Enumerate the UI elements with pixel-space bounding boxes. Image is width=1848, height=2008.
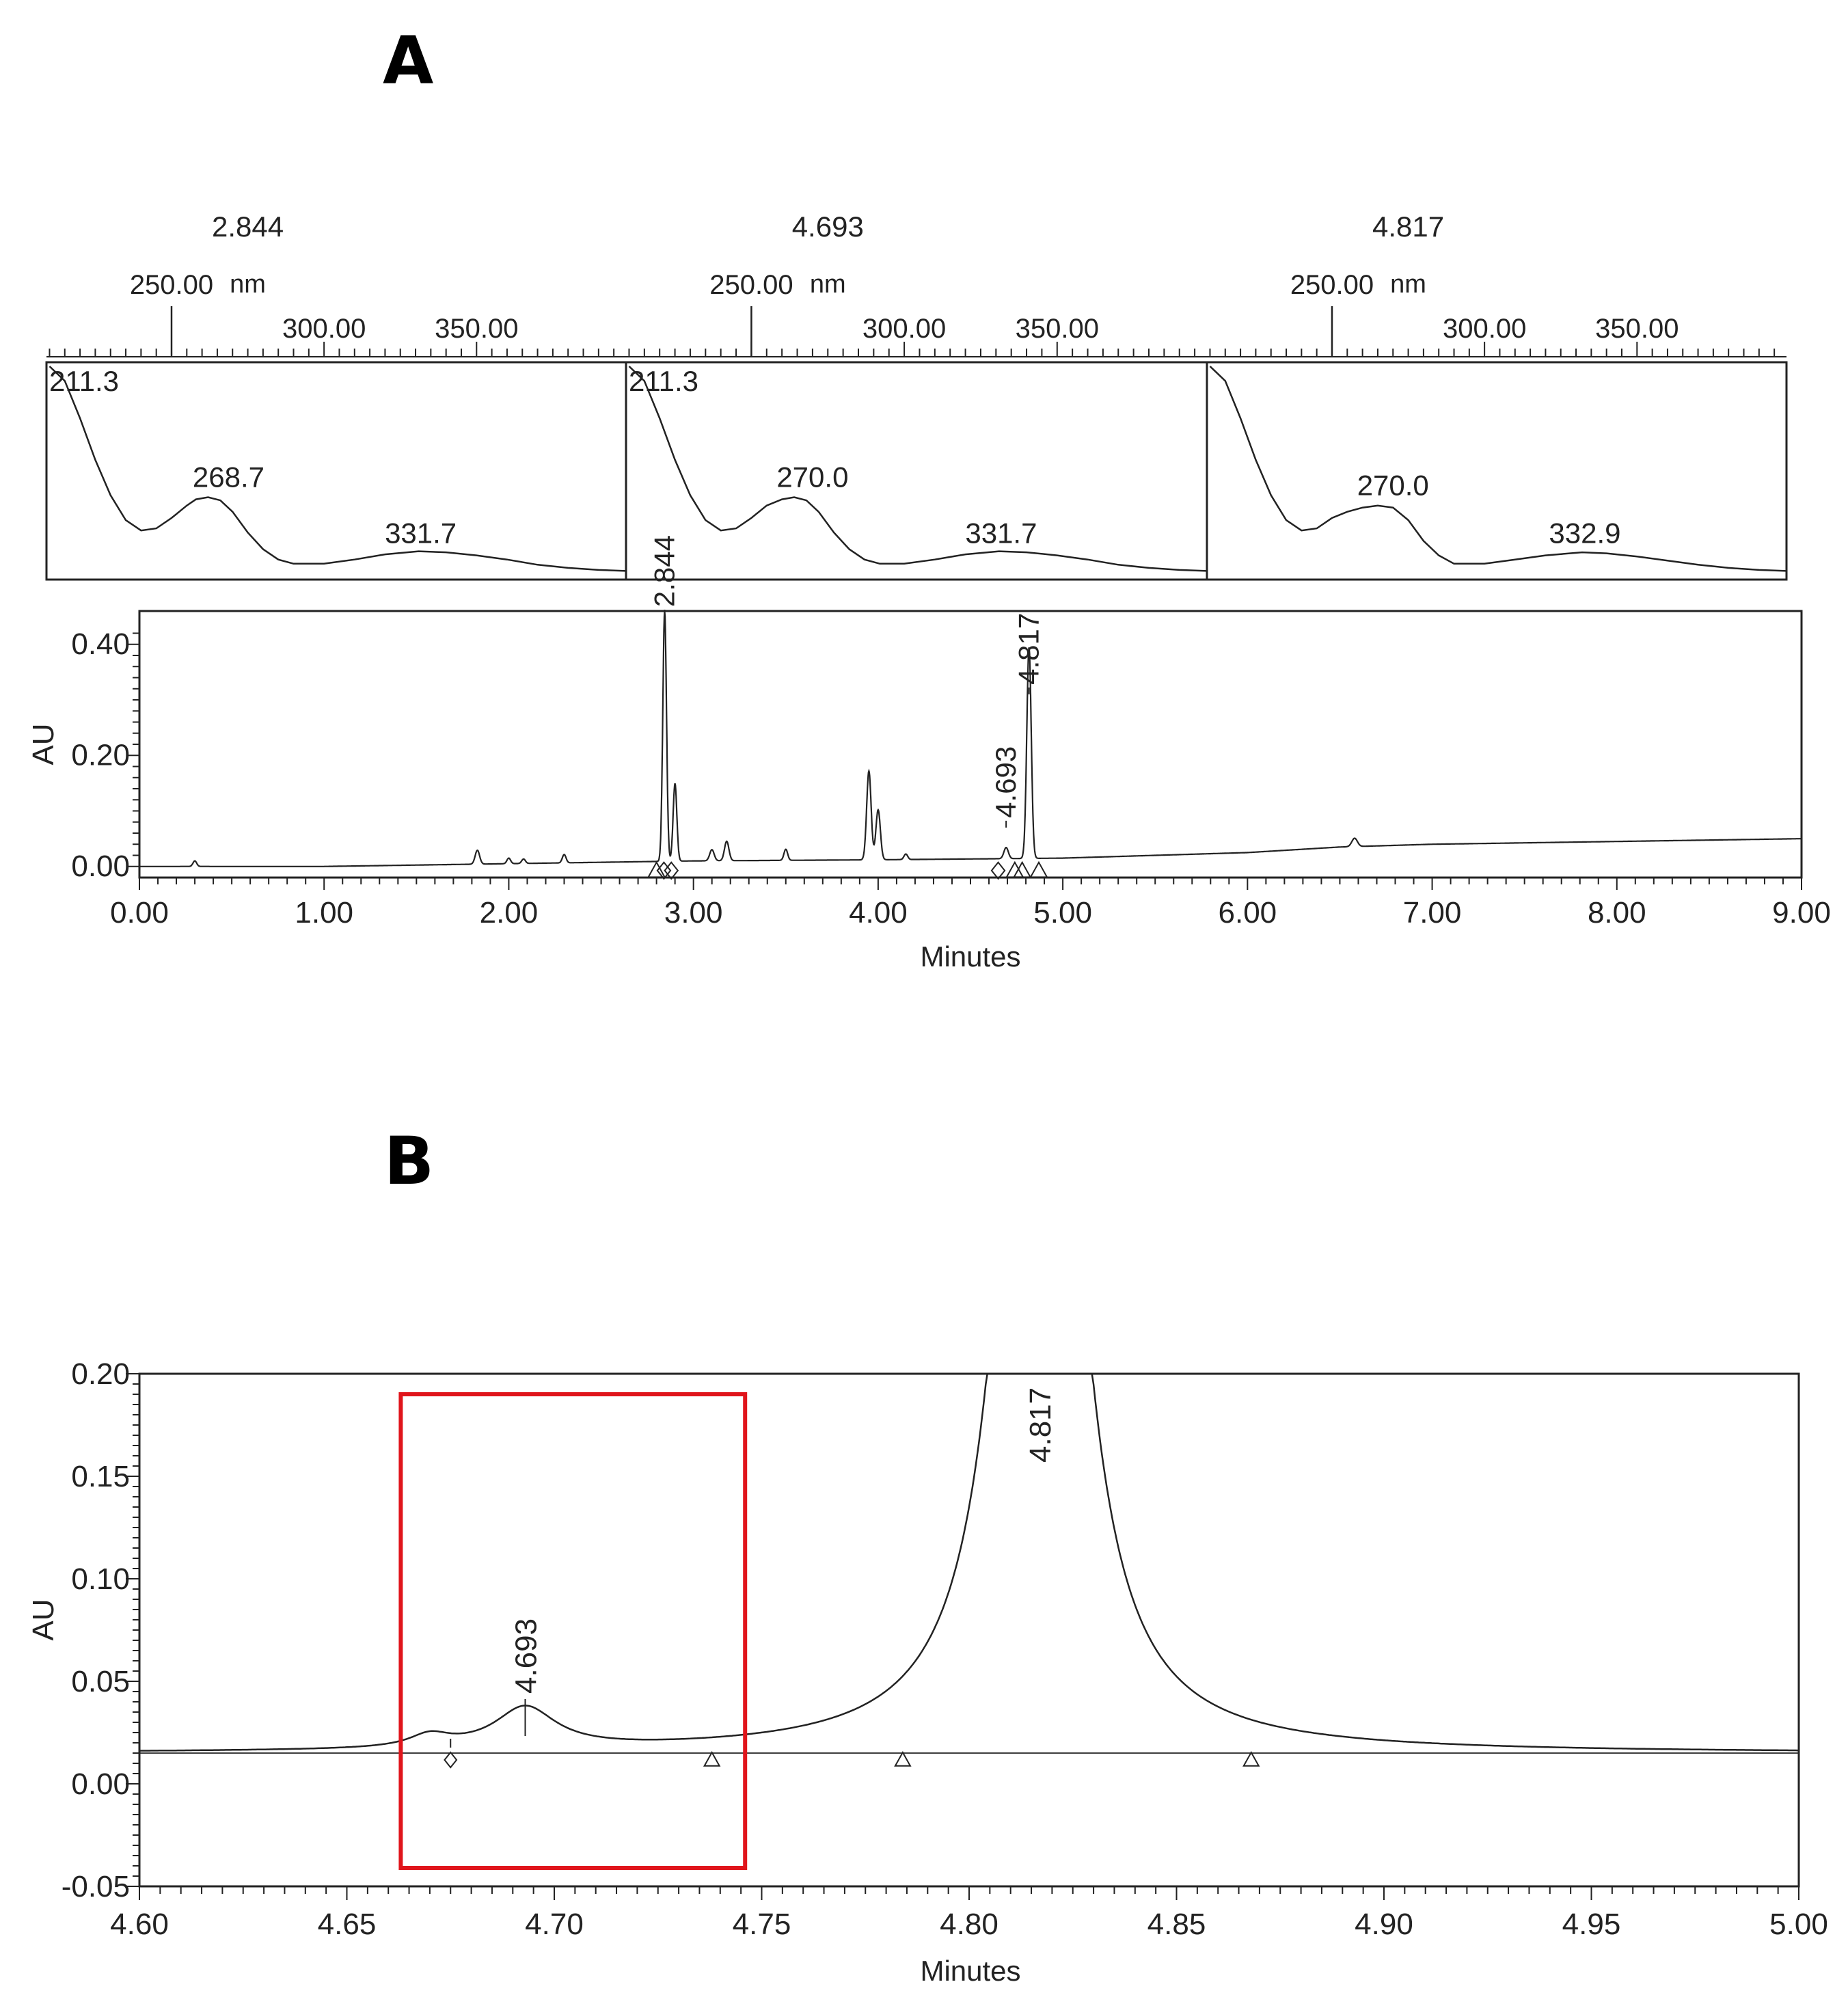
uv-tick-label: 250.00: [1290, 270, 1374, 300]
x-tick-label: 0.00: [110, 896, 169, 930]
y-tick-label: -0.05: [62, 1870, 130, 1903]
uv-tick-label: 250.00: [709, 270, 793, 300]
x-tick-label: 4.80: [940, 1908, 998, 1941]
x-axis-label: Minutes: [920, 1955, 1020, 1987]
x-tick-label: 2.00: [480, 896, 539, 930]
x-tick-label: 7.00: [1403, 896, 1462, 930]
integration-diamond-marker: [444, 1751, 458, 1769]
highlight-box: [398, 1392, 748, 1870]
integration-triangle-marker: [703, 1750, 721, 1767]
integration-triangle-marker: [1012, 860, 1032, 878]
plot-frame: [138, 1372, 1800, 1888]
x-tick-label: 4.90: [1355, 1908, 1413, 1941]
uv-panel-frame: [625, 361, 1208, 581]
uv-unit-label: nm: [810, 270, 846, 299]
peak-annotation: 4.817: [1024, 1387, 1057, 1463]
uv-unit-label: nm: [230, 270, 266, 299]
x-tick-label: 3.00: [664, 896, 723, 930]
x-tick-label: 4.70: [525, 1908, 584, 1941]
uv-tick-label: 300.00: [862, 314, 946, 344]
uv-spectrum-line: [49, 366, 627, 572]
uv-panel-frame: [1206, 361, 1788, 581]
x-tick-label: 4.75: [733, 1908, 791, 1941]
y-tick-label: 0.10: [71, 1562, 130, 1596]
panel-b-label: B: [384, 1123, 434, 1199]
x-tick-label: 1.00: [295, 896, 353, 930]
integration-triangle-marker: [894, 1750, 912, 1767]
peak-annotation: 2.844: [649, 535, 681, 607]
integration-diamond-marker: [664, 861, 679, 880]
peak-annotation: 4.693: [510, 1618, 543, 1694]
uv-peak-label: 331.7: [965, 517, 1037, 549]
uv-tick-label: 250.00: [130, 270, 213, 300]
uv-peak-label: 270.0: [776, 461, 848, 493]
y-tick-label: 0.40: [71, 627, 130, 661]
x-tick-label: 6.00: [1219, 896, 1277, 930]
y-tick-label: 0.20: [71, 1357, 130, 1391]
x-tick-label: 4.65: [318, 1908, 377, 1941]
uv-retention-label: 4.693: [792, 211, 864, 243]
x-tick-label: 9.00: [1772, 896, 1831, 930]
x-axis-label: Minutes: [920, 940, 1020, 973]
uv-tick-label: 350.00: [435, 314, 518, 344]
x-tick-label: 4.60: [110, 1908, 169, 1941]
integration-triangle-marker: [1029, 860, 1048, 878]
uv-retention-label: 4.817: [1372, 211, 1444, 243]
uv-spectrum-line: [1209, 366, 1787, 572]
integration-diamond-marker: [990, 861, 1006, 880]
y-tick-label: 0.05: [71, 1665, 130, 1698]
uv-tick-label: 350.00: [1595, 314, 1679, 344]
x-tick-label: 4.95: [1562, 1908, 1621, 1941]
uv-retention-label: 2.844: [212, 211, 284, 243]
x-tick-label: 5.00: [1033, 896, 1092, 930]
plot-frame: [138, 610, 1803, 879]
uv-spectra-group: 250.00 300.00 350.00 nm 2.844 211.3 268.7 331.7…: [45, 211, 1788, 581]
uv-peak-label: 211.3: [49, 365, 119, 397]
y-tick-label: 0.20: [71, 738, 130, 772]
uv-panel-1: 250.00 300.00 350.00 nm 2.844 211.3 268.7 331.7: [45, 211, 627, 581]
x-tick-label: 8.00: [1588, 896, 1646, 930]
integration-triangle-marker: [647, 860, 666, 878]
integration-triangle-marker: [1242, 1750, 1260, 1767]
uv-peak-label: 268.7: [193, 461, 264, 493]
y-tick-label: 0.15: [71, 1460, 130, 1493]
chromatogram-a: 0.00 1.00 2.00 3.00 4.00 5.00 6.00 7.00 8.00 9.00…: [27, 535, 1831, 973]
chromatogram-b: 4.60 4.65 4.70 4.75 4.80 4.85 4.90 4.95 5.00 -0.0…: [27, 1357, 1828, 1987]
chromatogram-trace: [139, 1372, 1799, 1752]
y-axis-label: AU: [27, 1599, 60, 1640]
x-tick-label: 5.00: [1769, 1908, 1828, 1941]
uv-peak-label: 270.0: [1357, 469, 1429, 501]
y-tick-label: 0.00: [71, 1767, 130, 1801]
uv-peak-label: 211.3: [629, 365, 698, 397]
uv-panel-2: 250.00 300.00 350.00 nm 4.693 211.3 270.0 331.7: [625, 211, 1208, 581]
uv-tick-label: 350.00: [1016, 314, 1099, 344]
peak-annotation: 4.693: [990, 746, 1022, 818]
chromatogram-trace: [139, 611, 1802, 867]
uv-tick-label: 300.00: [1443, 314, 1526, 344]
uv-panel-frame: [45, 361, 627, 581]
integration-diamond-marker: [656, 861, 672, 880]
uv-peak-label: 331.7: [385, 517, 457, 549]
x-tick-label: 4.85: [1147, 1908, 1206, 1941]
uv-tick-label: 300.00: [282, 314, 366, 344]
y-axis-label: AU: [27, 723, 60, 765]
uv-unit-label: nm: [1390, 270, 1426, 299]
uv-peak-label: 332.9: [1549, 517, 1620, 549]
y-tick-label: 0.00: [71, 850, 130, 883]
x-tick-label: 4.00: [849, 896, 908, 930]
panel-a-label: A: [383, 23, 433, 99]
uv-spectrum-line: [628, 366, 1208, 572]
peak-annotation: 4.817: [1013, 613, 1045, 685]
uv-panel-3: 250.00 300.00 350.00 nm 4.817 270.0 332.9: [1206, 211, 1788, 581]
